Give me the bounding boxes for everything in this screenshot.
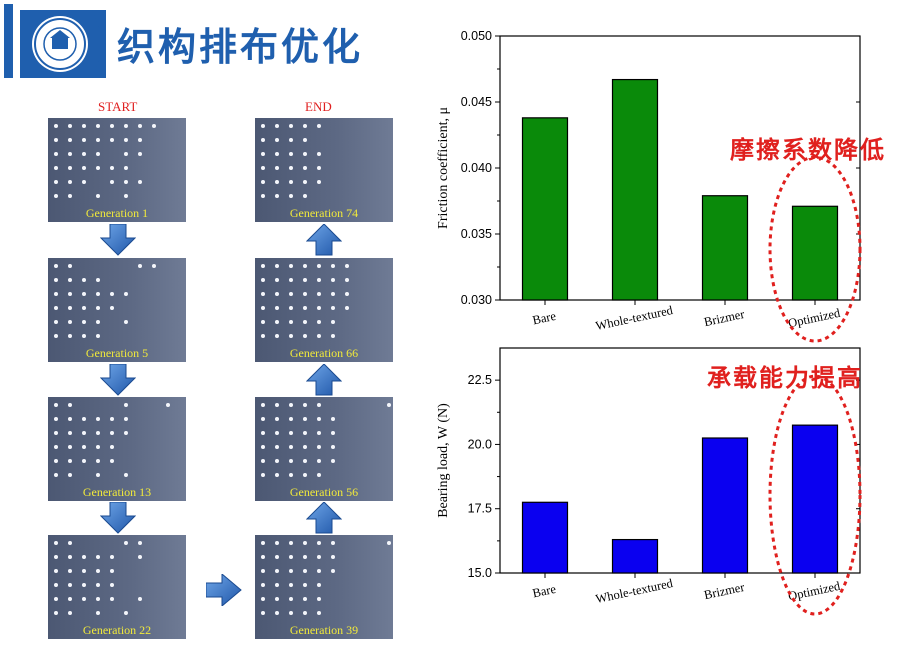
down-arrow-icon-1	[100, 224, 136, 256]
down-arrow-icon-2	[100, 364, 136, 396]
0-bar-optimized	[791, 205, 839, 301]
generation-label: Generation 1	[85, 206, 149, 220]
up-arrow-icon-1	[306, 224, 342, 256]
generation-label: Generation 74	[289, 206, 359, 220]
generation-label: Generation 13	[82, 485, 152, 499]
down-arrow-icon-3	[100, 502, 136, 534]
end-label: END	[305, 99, 332, 114]
bearing-load-chart: 15.0 17.5 20.0 22.5 Bare Whole-textured Brizme…	[436, 347, 862, 616]
load-increased-annotation: 承载能力提高	[707, 364, 863, 392]
0-bar-bare	[521, 117, 569, 301]
header-accent-bar	[4, 4, 13, 78]
0-highlight-ellipse	[768, 155, 862, 343]
1-bar-bare	[521, 501, 569, 574]
right-generation-panel-3: Generation 56	[255, 397, 393, 501]
0-bar-whole-textured	[611, 78, 659, 301]
1-y-tick-label: 17.5	[468, 502, 492, 516]
1-x-tick-label: Brizmer	[703, 580, 747, 602]
1-y-tick-label: 22.5	[468, 373, 492, 387]
0-x-tick-label: Whole-textured	[594, 303, 674, 333]
1-y-tick-label: 15.0	[468, 566, 492, 580]
generation-label: Generation 56	[289, 485, 359, 499]
left-generation-panel-3: Generation 13	[48, 397, 186, 501]
1-plot-frame	[499, 347, 861, 574]
1-x-tick-label: Bare	[531, 582, 557, 601]
right-arrow-icon	[206, 574, 242, 606]
friction-coefficient-chart: 0.030 0.035 0.040 0.045 0.050 Bare Whole-textu…	[436, 29, 862, 343]
1-bar-optimized	[791, 424, 839, 574]
generation-label: Generation 39	[289, 623, 359, 637]
0-y-tick-label: 0.045	[461, 95, 492, 109]
1-y-axis-label: Bearing load, W (N)	[436, 403, 451, 518]
1-y-tick-label: 20.0	[468, 437, 492, 451]
right-generation-panel-2: Generation 66	[255, 258, 393, 362]
up-arrow-icon-3	[306, 502, 342, 534]
0-y-tick-label: 0.035	[461, 227, 492, 241]
left-generation-panel-4: Generation 22	[48, 535, 186, 639]
page-title: 织构排布优化	[117, 25, 364, 69]
left-generation-panel-1: Generation 1	[48, 118, 186, 222]
1-x-tick-label: Whole-textured	[594, 576, 674, 606]
0-y-tick-label: 0.040	[461, 161, 492, 175]
1-bar-whole-textured	[611, 538, 659, 574]
0-y-tick-label: 0.030	[461, 293, 492, 307]
friction-reduced-annotation: 摩擦系数降低	[730, 136, 886, 164]
right-generation-panel-1: Generation 74	[255, 118, 393, 222]
0-x-tick-label: Brizmer	[703, 307, 747, 329]
right-generation-panel-4: Generation 39	[255, 535, 393, 639]
0-x-tick-label: Optimized	[787, 306, 842, 331]
left-generation-panel-2: Generation 5	[48, 258, 186, 362]
generation-label: Generation 22	[82, 623, 152, 637]
0-bar-brizmer	[701, 195, 749, 301]
0-y-axis-label: Friction coefficient, μ	[436, 107, 451, 229]
0-y-tick-label: 0.050	[461, 29, 492, 43]
1-bar-brizmer	[701, 437, 749, 574]
start-label: START	[98, 99, 138, 114]
up-arrow-icon-2	[306, 364, 342, 396]
university-logo	[20, 10, 106, 78]
generation-label: Generation 66	[289, 346, 359, 360]
generation-label: Generation 5	[85, 346, 149, 360]
0-x-tick-label: Bare	[531, 309, 557, 328]
